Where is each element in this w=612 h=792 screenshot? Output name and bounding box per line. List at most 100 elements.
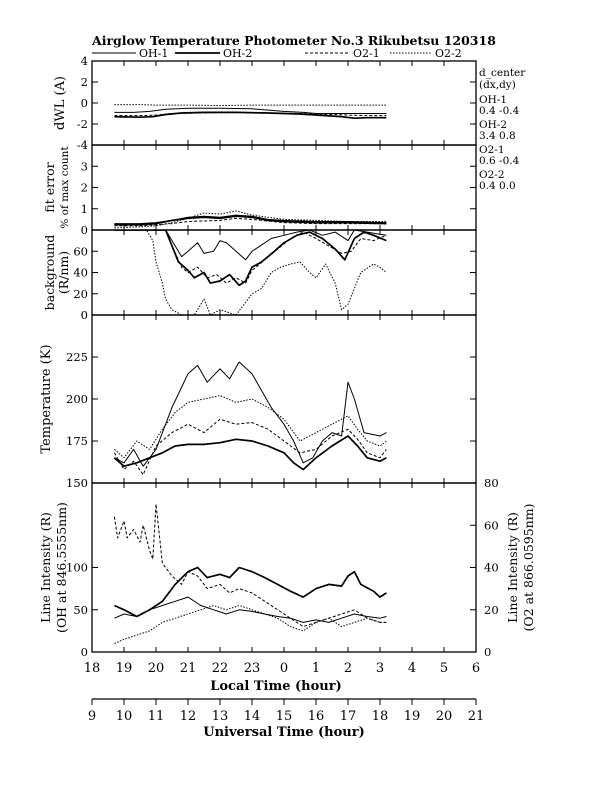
y-tick-label: 60: [73, 244, 88, 258]
y-tick-label: 200: [66, 392, 88, 406]
panel-dwl: 4 2 0 -2 -4 dWL (A): [53, 54, 477, 152]
series-temperature-oh-2: [113, 435, 387, 471]
side-info-o21-values: 0.6 -0.4: [479, 155, 520, 167]
y-axis-right-label2-intensity: (O2 at 866.0595nm): [521, 504, 536, 632]
side-info-header2: (dx,dy): [479, 79, 516, 91]
y-right-tick-label: 0: [484, 645, 491, 659]
series-background-o2-1: [114, 230, 387, 284]
local-time-tick-label: 4: [408, 661, 416, 676]
side-info-o22-label: O2-2: [479, 169, 505, 181]
side-info-oh1-values: 0.4 -0.4: [479, 105, 520, 117]
local-time-axis-label: Local Time (hour): [210, 679, 342, 694]
side-info-oh2-label: OH-2: [479, 119, 507, 131]
universal-time-tick-label: 9: [88, 709, 96, 724]
y-tick-label: 20: [73, 287, 88, 301]
y-tick-label: 175: [66, 434, 88, 448]
series-fit_error-oh-2: [114, 215, 387, 226]
side-info-oh1-label: OH-1: [479, 94, 507, 106]
series-fit_error-o2-2: [114, 210, 387, 229]
series-background-oh-2: [114, 230, 387, 287]
local-time-tick-label: 3: [376, 661, 384, 676]
local-time-tick-label: 2: [344, 661, 352, 676]
series-background-o2-2: [114, 230, 387, 315]
series-intensity-oh-1: [114, 596, 387, 623]
universal-time-tick-label: 21: [468, 709, 485, 724]
y-right-tick-label: 20: [484, 603, 499, 617]
y-axis-label-intensity: Line Intensity (R): [38, 512, 53, 623]
y-right-tick-label: 60: [484, 518, 499, 532]
y-tick-label: 0: [81, 308, 88, 322]
y-tick-label: 1: [81, 202, 88, 216]
universal-time-tick-label: 18: [372, 709, 389, 724]
series-temperature-oh-1: [114, 361, 387, 467]
series-dwl-oh-1: [114, 107, 387, 114]
side-info-o21-label: O2-1: [479, 144, 505, 156]
panel-frame-intensity: [91, 482, 477, 653]
local-time-tick-label: 5: [440, 661, 448, 676]
legend-label-oh-1: OH-1: [139, 47, 168, 60]
universal-time-tick-label: 19: [404, 709, 421, 724]
local-time-tick-label: 6: [472, 661, 480, 676]
local-time-tick-label: 1: [312, 661, 320, 676]
local-time-tick-label: 22: [212, 661, 229, 676]
y-axis-right-label-intensity: Line Intensity (R): [505, 512, 520, 623]
y-axis-label2-fit_error: % of max count: [59, 146, 71, 229]
y-axis-label-fit_error: fit error: [42, 162, 57, 212]
y-tick-label: 100: [66, 561, 88, 575]
universal-time-tick-label: 12: [180, 709, 197, 724]
y-right-tick-label: 40: [484, 561, 499, 575]
y-axis-label2-intensity: (OH at 846.5555nm): [54, 502, 69, 633]
y-tick-label: 3: [81, 159, 88, 173]
universal-time-tick-label: 15: [276, 709, 293, 724]
side-info-box: d_center (dx,dy) OH-1 0.4 -0.4 OH-2 3.4 …: [479, 67, 526, 192]
y-tick-label: 4: [81, 54, 88, 68]
y-right-tick-label: 80: [484, 476, 499, 490]
series-background-oh-1: [114, 230, 387, 261]
local-time-tick-label: 18: [84, 661, 101, 676]
y-tick-label: 40: [73, 266, 88, 280]
local-time-tick-label: 20: [148, 661, 165, 676]
series-dwl-o2-2: [114, 104, 387, 107]
series-fit_error-o2-1: [114, 217, 387, 227]
legend: OH-1 OH-2 O2-1 O2-2: [92, 47, 462, 60]
y-tick-label: 0: [81, 645, 88, 659]
local-time-tick-label: 19: [116, 661, 133, 676]
y-axis-label2-background: (R/nm): [56, 251, 71, 294]
local-time-tick-label: 21: [180, 661, 197, 676]
y-tick-label: 50: [73, 603, 88, 617]
y-tick-label: -2: [77, 117, 88, 131]
panel-frame-fit_error: [91, 144, 477, 231]
universal-time-tick-label: 14: [244, 709, 261, 724]
universal-time-tick-label: 20: [436, 709, 453, 724]
local-time-tick-label: 23: [244, 661, 261, 676]
panel-fit_error: 3 2 1 0 fit error% of max count: [42, 144, 477, 237]
universal-time-tick-label: 13: [212, 709, 229, 724]
panel-frame-dwl: [91, 60, 477, 146]
chart-title: Airglow Temperature Photometer No.3 Riku…: [91, 33, 496, 48]
side-info-o22-values: 0.4 0.0: [479, 180, 516, 192]
panel-temperature: 225 200 175 150 Temperature (K): [39, 314, 477, 490]
panel-background: 60 40 20 0 background (R/nm): [42, 229, 477, 322]
universal-time-tick-label: 10: [116, 709, 133, 724]
y-axis-label-temperature: Temperature (K): [39, 344, 54, 453]
legend-label-o2-2: O2-2: [435, 47, 462, 60]
legend-label-oh-2: OH-2: [223, 47, 252, 60]
series-intensity-o2-2: [114, 605, 387, 644]
y-tick-label: -4: [77, 138, 88, 152]
y-tick-label: 0: [81, 96, 88, 110]
y-axis-label-background: background: [42, 235, 57, 311]
series-intensity-oh-2: [114, 566, 387, 618]
universal-time-tick-label: 11: [148, 709, 165, 724]
universal-time-tick-label: 17: [340, 709, 357, 724]
y-tick-label: 225: [66, 350, 88, 364]
side-info-oh2-values: 3.4 0.8: [479, 130, 516, 142]
y-tick-label: 150: [66, 476, 88, 490]
universal-time-axis-label: Universal Time (hour): [203, 725, 365, 740]
local-time-tick-label: 0: [280, 661, 288, 676]
legend-label-o2-1: O2-1: [353, 47, 380, 60]
side-info-header: d_center: [479, 67, 526, 79]
